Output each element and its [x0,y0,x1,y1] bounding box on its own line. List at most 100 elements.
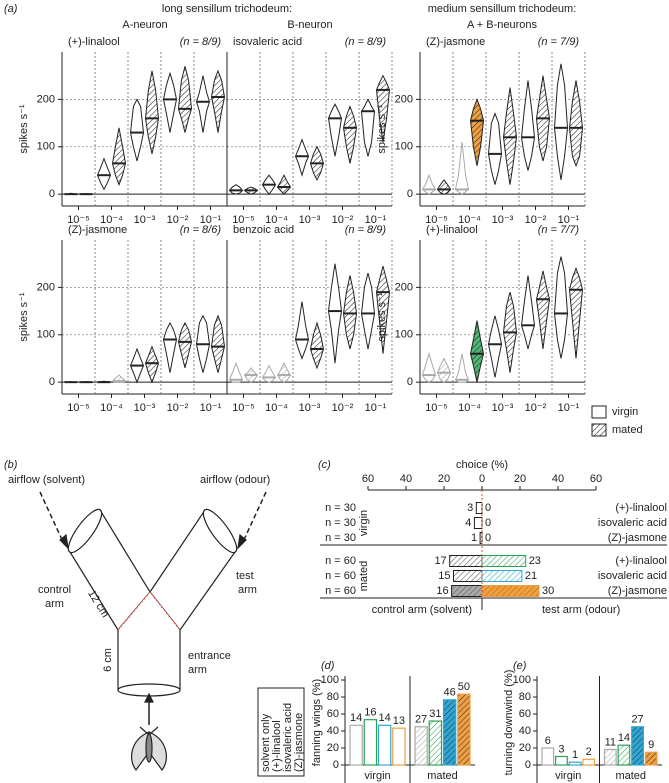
violin [568,267,584,359]
arrow-head [59,533,69,550]
y-tick-label: 20 [327,742,339,754]
violin [436,179,452,195]
count-label: 9 [648,739,654,751]
odour-label: (Z)-jasmone [608,532,667,544]
control-bar [449,555,483,567]
violin [520,275,536,350]
count-label: 3 [558,743,564,755]
arrow-head [144,692,154,703]
antenna [149,726,159,735]
test-value: 0 [485,517,491,529]
y-tick-label: 0 [407,188,413,200]
count-label: 27 [415,714,427,726]
x-tick-label: 40 [552,473,564,485]
bar [644,751,658,766]
x-tick-label: 20 [514,473,526,485]
y-tick-label: 60 [519,708,531,720]
control-bar [473,517,483,529]
count-label: 46 [444,687,456,699]
subplot-title: (+)-linalool [426,224,478,236]
x-tick-label: 60 [362,473,374,485]
bar [392,727,406,766]
count-label: 27 [631,714,643,726]
x-tick-label: 10⁻⁴ [265,402,288,414]
arm-label: arm [45,598,64,610]
x-tick-label: 10⁻³ [492,214,514,226]
n-label: (n = 8/9) [180,36,222,48]
x-tick-label: 10⁻¹ [200,402,222,414]
violin [162,71,178,133]
panel-label: (a) [4,3,18,15]
group-title: medium sensillum trichodeum: [428,3,577,15]
legend-label: virgin [612,406,638,418]
x-tick-label: 10⁻² [525,402,547,414]
panel-label: (e) [513,660,527,672]
subplot-title: (+)-linalool [68,36,120,48]
neuron-title: B-neuron [287,19,332,31]
y-tick-label: 200 [395,93,413,105]
violin [469,320,485,383]
violin [309,321,325,370]
violin [454,141,470,195]
violin [535,270,551,350]
x-tick-label: 10⁻⁴ [100,214,123,226]
airflow-arrow [241,491,267,545]
arrow-head [237,533,247,550]
violin [261,364,277,383]
violin [454,353,470,383]
x-tick-label: 10⁻¹ [365,402,387,414]
count-label: 50 [458,681,470,693]
count-label: 14 [379,712,391,724]
n-label: (n = 7/7) [538,224,580,236]
n-label: n = 60 [325,555,356,567]
bar [582,758,596,766]
test-bar [481,570,523,582]
legend-label: (Z)-jasmone [293,713,305,772]
n-label: (n = 8/9) [345,36,387,48]
legend-label: solvent only [260,713,272,772]
n-label: n = 30 [325,502,356,514]
test-value: 21 [525,570,537,582]
y-axis-label: spikes s⁻¹ [376,292,388,342]
test-value: 30 [542,585,554,597]
y-tick-label: 60 [327,708,339,720]
violin [553,63,569,181]
violin [421,173,437,195]
control-value: 15 [438,570,450,582]
x-tick-label: 10⁻¹ [365,214,387,226]
x-axis-title: choice (%) [456,459,508,471]
count-label: 1 [572,749,578,761]
neuron-title: A-neuron [122,19,167,31]
bar [349,724,363,766]
violin [111,127,127,187]
x-tick-label: 10⁻⁵ [67,402,90,414]
legend-label: (+)-linalool [271,720,283,772]
violin [469,97,485,166]
junction-fill [118,592,180,630]
legend-label: mated [612,424,643,436]
violin [210,69,226,133]
arm-label: entrance [188,650,231,662]
subplot-title: benzoic acid [233,224,294,236]
group-label: virgin [358,510,370,536]
bar [377,724,392,766]
odour-label: isovaleric acid [598,570,667,582]
violin [228,361,244,383]
x-tick-label: 10⁻⁴ [458,402,481,414]
panel-label: (d) [321,660,335,672]
violin [327,263,343,364]
count-label: 6 [545,735,551,747]
airflow-label: airflow (solvent) [8,474,85,486]
bar [555,755,568,766]
violin [210,314,226,373]
violin [553,256,569,359]
y-tick-label: 0 [525,759,531,771]
violin [487,315,503,378]
test-bar [481,555,527,567]
bar [631,726,644,766]
group-title: long sensillum trichodeum: [162,3,292,15]
test-value: 23 [529,555,541,567]
odour-label: (Z)-jasmone [608,585,667,597]
y-axis-label: fanning wings (%) [311,679,323,766]
